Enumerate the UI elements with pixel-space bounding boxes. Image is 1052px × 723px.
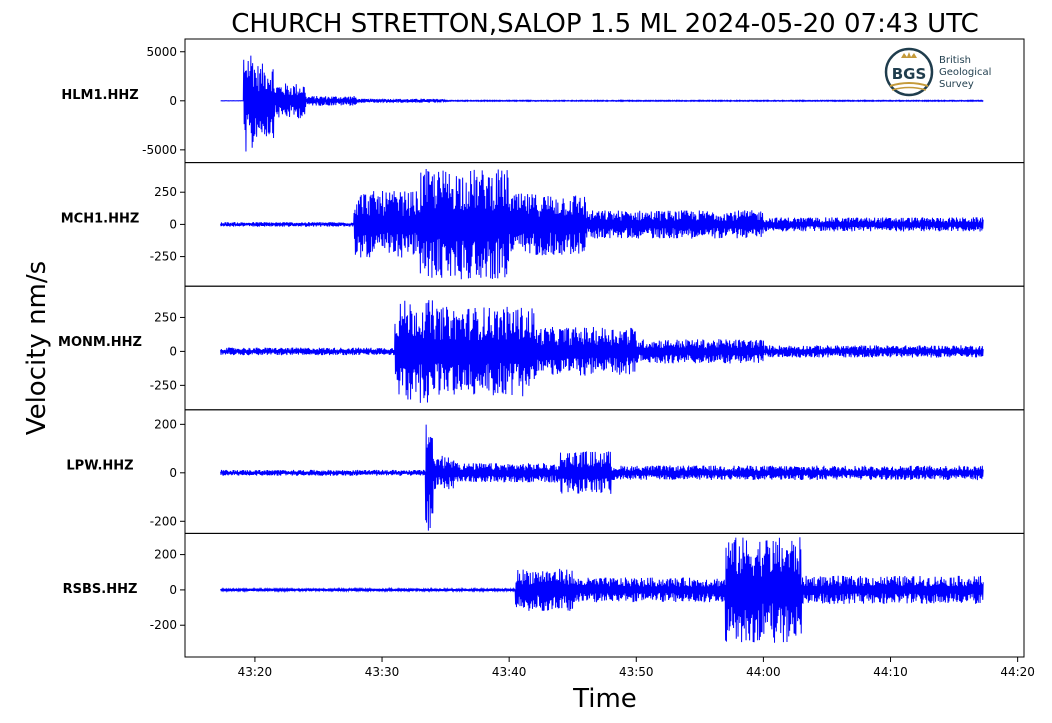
x-tick-label: 43:40	[492, 665, 527, 679]
panel-frame	[184, 532, 1025, 658]
y-tick-label: 0	[169, 583, 177, 597]
y-tick-label: -200	[150, 618, 177, 632]
x-tick-label: 44:00	[746, 665, 781, 679]
y-tick-label: 250	[154, 185, 177, 199]
station-panel: 5000 0 -5000 HLM1.HHZ	[61, 38, 1025, 164]
x-axis: 43:20 43:30 43:40 43:50 44:00 44:10 44:20	[238, 657, 1035, 679]
y-tick-label: -250	[150, 250, 177, 264]
y-axis-label: Velocity nm/s	[22, 261, 52, 435]
logo-wave	[891, 86, 927, 91]
x-tick-label: 43:30	[365, 665, 400, 679]
x-tick-label: 44:20	[1000, 665, 1035, 679]
logo-text-line: Survey	[939, 79, 974, 90]
logo-text-line: British	[939, 55, 971, 66]
station-label: MCH1.HHZ	[61, 211, 140, 226]
x-tick-label: 44:10	[873, 665, 908, 679]
station-label: RSBS.HHZ	[63, 582, 138, 597]
y-tick-label: 0	[169, 217, 177, 231]
station-label: HLM1.HHZ	[61, 88, 138, 103]
waveform-line	[220, 537, 984, 643]
logo-text-line: Geological	[939, 67, 991, 78]
x-axis-label: Time	[572, 684, 637, 714]
station-label: MONM.HHZ	[58, 335, 142, 350]
waveform-line	[220, 55, 984, 152]
y-tick-label: 5000	[146, 45, 177, 59]
x-tick-label: 43:20	[238, 665, 273, 679]
y-tick-label: -200	[150, 514, 177, 528]
waveform-line	[220, 169, 984, 280]
station-label: LPW.HHZ	[66, 459, 133, 474]
x-tick-label: 43:50	[619, 665, 654, 679]
station-panel: 250 0 -250 MCH1.HHZ	[61, 162, 1025, 287]
station-panel: 200 0 -200 LPW.HHZ	[66, 409, 1025, 534]
y-tick-label: 0	[169, 94, 177, 108]
chart-title: CHURCH STRETTON,SALOP 1.5 ML 2024-05-20 …	[231, 9, 978, 39]
crown-icon	[901, 52, 917, 58]
y-tick-label: -5000	[142, 143, 177, 157]
y-tick-label: 200	[154, 417, 177, 431]
waveform-line	[220, 300, 984, 403]
y-tick-label: 200	[154, 548, 177, 562]
y-tick-label: -250	[150, 378, 177, 392]
station-panel: 250 0 -250 MONM.HHZ	[58, 285, 1025, 411]
y-tick-label: 0	[169, 466, 177, 480]
logo-wave	[889, 82, 929, 87]
station-panel: 200 0 -200 RSBS.HHZ	[63, 532, 1025, 658]
waveform-line	[220, 424, 984, 531]
logo-initials: BGS	[892, 65, 927, 83]
y-tick-label: 0	[169, 344, 177, 358]
y-tick-label: 250	[154, 310, 177, 324]
station-panels: 5000 0 -5000 HLM1.HHZ 250 0 -250 MCH1.HHZ 250 0 -2…	[58, 38, 1025, 658]
